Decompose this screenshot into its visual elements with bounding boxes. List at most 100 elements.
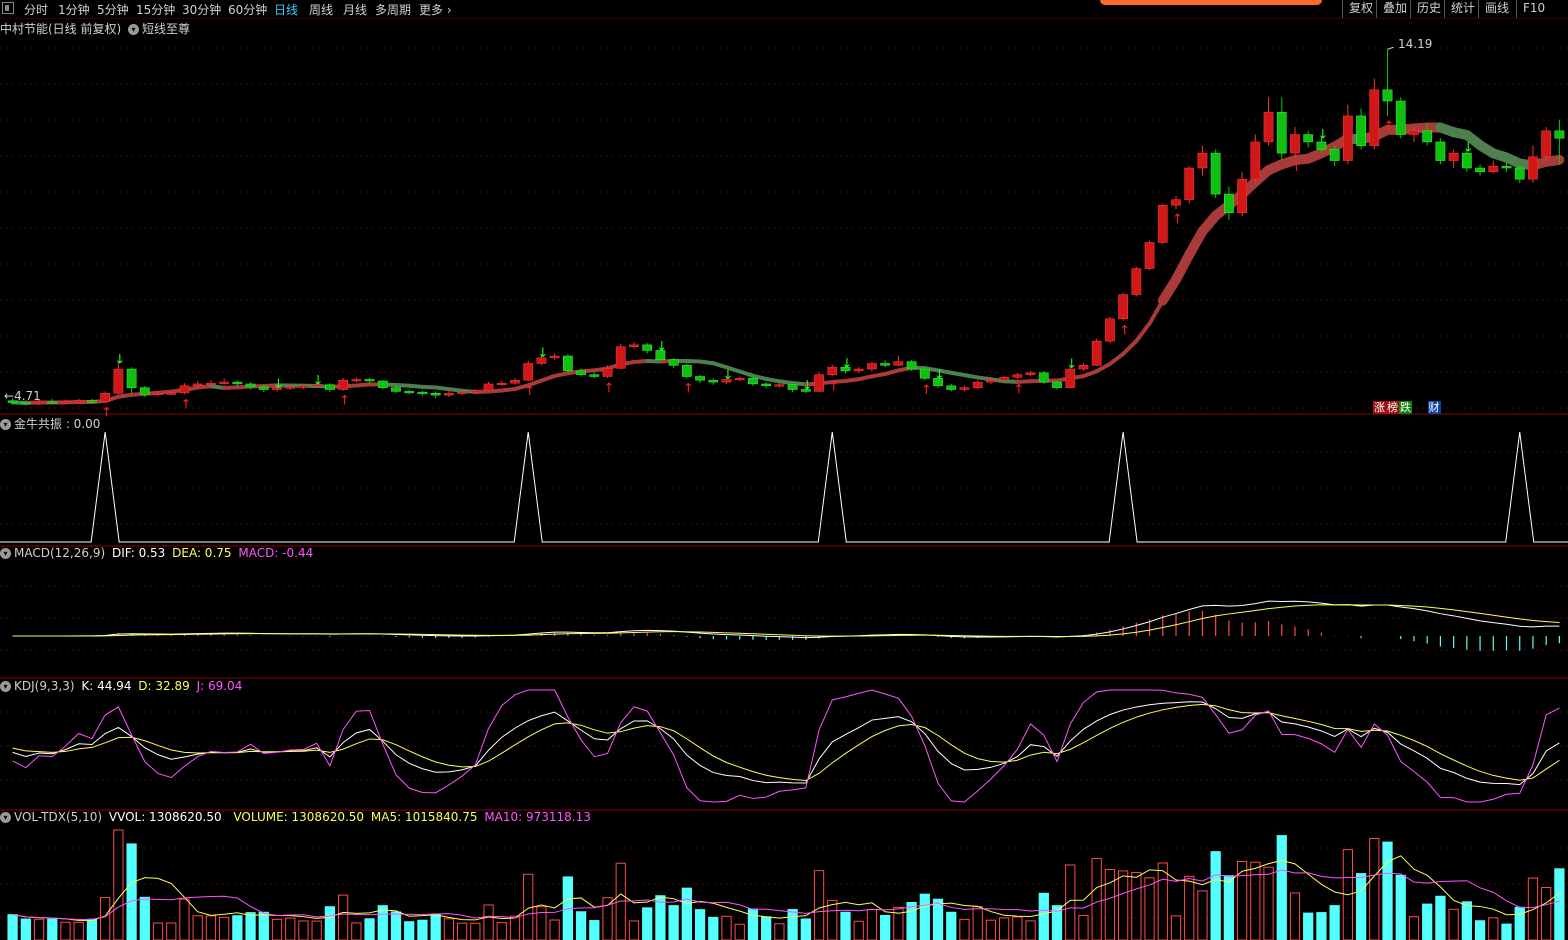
candle-body	[311, 384, 322, 387]
ma-band-segment	[1081, 369, 1099, 379]
candle-body	[20, 402, 31, 405]
period-tab-4[interactable]: 30分钟	[182, 3, 222, 17]
volume-bar	[1514, 906, 1525, 940]
sell-arrow-icon: ↓	[537, 346, 548, 361]
candle-body	[986, 379, 996, 383]
ma-band-segment	[1541, 154, 1565, 167]
period-tab-7[interactable]: 周线	[309, 3, 334, 17]
period-tab-1[interactable]: 1分钟	[58, 3, 90, 17]
ma-band-segment	[446, 387, 465, 393]
ma-band-segment	[420, 384, 438, 390]
period-tab-5[interactable]: 60分钟	[228, 3, 268, 17]
candle-body	[800, 389, 811, 392]
toolbar-button-0[interactable]: 复权	[1342, 0, 1379, 18]
volume-bar	[192, 915, 203, 940]
buy-arrow-icon: ↑	[1172, 212, 1183, 227]
vol-ma5-line	[12, 855, 1560, 921]
buy-arrow-icon: ↑	[339, 394, 350, 409]
candle-body	[232, 381, 243, 385]
ma-band-segment	[552, 371, 570, 378]
candle-body	[510, 379, 520, 384]
ma-band-segment	[922, 366, 941, 373]
candle-body	[1210, 152, 1221, 195]
badge-rank[interactable]: 榜	[1386, 401, 1399, 414]
chevron-down-icon[interactable]: ▾	[128, 24, 140, 35]
ma-band-segment	[354, 382, 372, 388]
volume-bar	[1369, 837, 1380, 940]
volume-bar	[1342, 849, 1353, 940]
volume-bar	[205, 915, 217, 940]
candle-body	[708, 379, 719, 383]
volume-bar	[880, 914, 891, 940]
toolbar-button-2[interactable]: 历史	[1410, 0, 1447, 18]
rank-badges: 涨榜跌 财	[1373, 399, 1441, 415]
sell-arrow-icon: ↓	[841, 356, 852, 371]
badge-finance[interactable]: 财	[1427, 401, 1441, 414]
volume-bar	[1554, 868, 1565, 940]
volume-bar	[602, 897, 613, 940]
period-tab-6[interactable]: 日线	[274, 3, 299, 17]
volume-bar	[536, 906, 547, 940]
toolbar-button-3[interactable]: 统计	[1444, 0, 1481, 18]
ma-band-segment	[698, 359, 716, 366]
candle-body	[1157, 204, 1168, 243]
badge-down[interactable]: 跌	[1399, 401, 1412, 414]
candle-body	[1038, 372, 1049, 383]
ma-band-segment	[512, 383, 531, 391]
macd-dif-line	[12, 600, 1560, 639]
period-tab-8[interactable]: 月线	[343, 3, 368, 17]
volume-bar	[60, 921, 71, 940]
period-tab-2[interactable]: 5分钟	[97, 3, 129, 17]
candle-body	[1528, 156, 1538, 180]
badge-up[interactable]: 涨	[1373, 401, 1386, 414]
candle-body	[536, 357, 547, 364]
toolbar-button-1[interactable]: 叠加	[1376, 0, 1413, 18]
toolbar-button-4[interactable]: 画线	[1478, 0, 1515, 18]
volume-bar	[1435, 895, 1446, 940]
volume-bar	[959, 918, 970, 940]
ma-band-segment	[737, 369, 755, 378]
period-tab-0[interactable]: 分时	[24, 3, 49, 17]
ma-band-segment	[936, 368, 954, 375]
volume-bar	[694, 909, 706, 940]
candle-body	[1012, 374, 1023, 378]
ma-band-segment	[1134, 321, 1152, 343]
volume-bar	[1263, 866, 1274, 940]
volume-bar	[232, 915, 243, 940]
kdj-k: K: 44.94	[81, 679, 132, 693]
vol-name: VOL-TDX(5,10)	[14, 810, 103, 824]
candle-body	[60, 401, 71, 404]
candle-body	[602, 368, 613, 377]
candle-body	[470, 390, 481, 393]
period-tab-3[interactable]: 15分钟	[136, 3, 176, 17]
kdj-j: J: 69.04	[196, 679, 243, 693]
kdj-name: KDJ(9,3,3)	[14, 679, 75, 693]
chevron-down-icon[interactable]: ▾	[0, 548, 11, 559]
ma-band-segment	[869, 371, 888, 379]
ma-band-segment	[156, 389, 174, 395]
candle-body	[1290, 134, 1300, 154]
stock-label: 中村节能(日线 前复权)	[0, 22, 122, 36]
buy-arrow-icon: ↑	[1384, 119, 1395, 134]
window-toggle-icon[interactable]	[2, 2, 14, 14]
period-tab-9[interactable]: 多周期	[375, 3, 412, 17]
candle-body	[589, 374, 600, 377]
candle-body	[1171, 199, 1181, 206]
ma-band-segment	[711, 361, 729, 370]
chevron-down-icon[interactable]: ▾	[0, 419, 11, 430]
stock-chart[interactable]: ↑↑ ↑↑ ↑ ↑ ↑ ↑ ↑↑↑↑↑↓↓ ↓↓ ↓↓↓↓↓↓↓↓	[0, 18, 1568, 940]
candle-body	[87, 400, 97, 403]
volume-bar	[483, 904, 494, 940]
chevron-down-icon[interactable]: ▾	[0, 812, 11, 823]
candle-body	[73, 400, 84, 403]
candle-body	[496, 382, 507, 385]
sell-arrow-icon: ↓	[1066, 357, 1077, 372]
candle-body	[972, 381, 983, 388]
toolbar-button-5[interactable]: F10	[1516, 0, 1551, 18]
buy-arrow-icon: ↑	[921, 383, 932, 398]
volume-bar	[20, 918, 31, 940]
period-tab-10[interactable]: 更多 ›	[419, 3, 452, 17]
candle-body	[1131, 268, 1142, 295]
chevron-down-icon[interactable]: ▾	[0, 681, 11, 692]
volume-bar	[999, 917, 1010, 940]
